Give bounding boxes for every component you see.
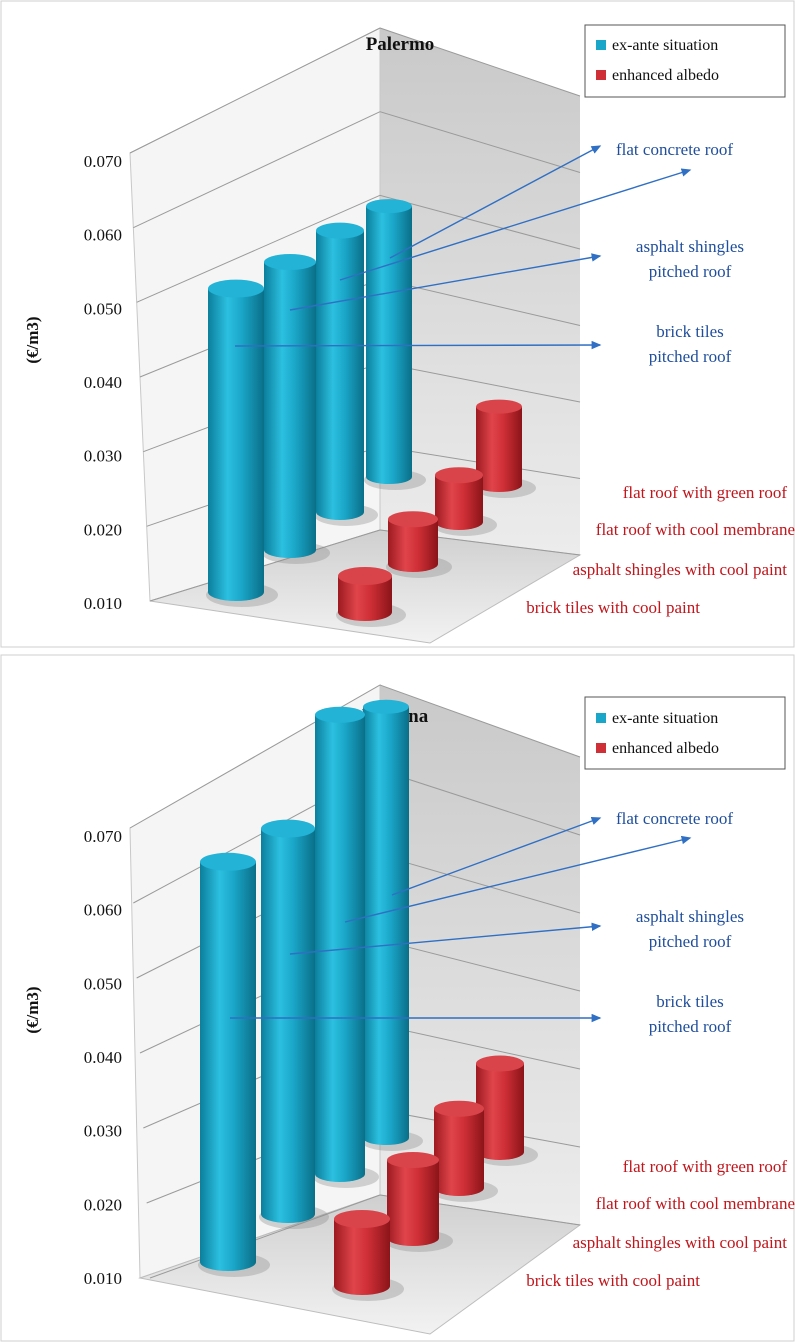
y-ticks: 0.010 0.020 0.030 0.040 0.050 0.060 0.070 bbox=[84, 152, 122, 613]
y-tick-label: 0.040 bbox=[84, 1048, 122, 1067]
chart-panel-messina: (€/m3) 0.0100.0200.0300.0400.0500.0600.0… bbox=[0, 654, 795, 1342]
gridline bbox=[379, 111, 581, 173]
annotation-brick-tiles: brick tiles bbox=[656, 992, 724, 1011]
gridline bbox=[133, 111, 381, 229]
y-tick-label: 0.010 bbox=[84, 594, 122, 613]
bars bbox=[206, 199, 536, 627]
bar-enhanced-albedo bbox=[432, 1100, 498, 1202]
annotation-pitched-roof: pitched roof bbox=[649, 262, 732, 281]
legend-entry-enhanced: enhanced albedo bbox=[612, 740, 719, 757]
bar-ex-ante bbox=[206, 279, 278, 607]
annotation-flat-concrete-roof: flat concrete roof bbox=[616, 809, 733, 828]
legend-box bbox=[584, 696, 786, 770]
chart-panel-palermo: (€/m3) 0.0100.0200.0300.0400.0500.0600.0… bbox=[0, 0, 795, 648]
annotation-asphalt-shingles: asphalt shingles bbox=[636, 237, 744, 256]
bar-ex-ante bbox=[361, 699, 423, 1151]
label-green-roof: flat roof with green roof bbox=[623, 483, 788, 502]
bar-enhanced-albedo bbox=[474, 1055, 538, 1166]
gridline bbox=[379, 194, 581, 250]
annotations-blue: flat concrete roof asphalt shingles pitc… bbox=[230, 809, 744, 1036]
y-tick-label: 0.070 bbox=[84, 152, 122, 171]
y-axis-label: (€/m3) bbox=[23, 986, 42, 1033]
bar-enhanced-albedo bbox=[336, 567, 406, 627]
label-asphalt-cool-paint: asphalt shingles with cool paint bbox=[573, 560, 788, 579]
gridline bbox=[149, 1194, 381, 1279]
annotation-pitched-roof: pitched roof bbox=[649, 347, 732, 366]
annotations-blue: flat concrete roof asphalt shingles pitc… bbox=[234, 140, 744, 366]
bar-enhanced-albedo bbox=[433, 467, 497, 536]
legend-swatch-ex-ante bbox=[596, 40, 606, 50]
back-wall bbox=[380, 685, 580, 1225]
label-green-roof: flat roof with green roof bbox=[623, 1157, 788, 1176]
back-wall bbox=[380, 28, 580, 555]
gridline bbox=[136, 194, 381, 303]
bar-enhanced-albedo bbox=[385, 1152, 453, 1252]
legend: ex-ante situation enhanced albedo bbox=[584, 696, 786, 770]
arrow-line bbox=[234, 340, 602, 350]
gridline bbox=[379, 684, 581, 758]
annotations-red: flat roof with green roof flat roof with… bbox=[526, 483, 795, 617]
arrow-line bbox=[289, 253, 602, 311]
annotations-red: flat roof with green roof flat roof with… bbox=[526, 1157, 795, 1290]
legend-swatch-enhanced bbox=[596, 70, 606, 80]
y-tick-label: 0.020 bbox=[84, 1195, 122, 1214]
gridline bbox=[379, 278, 581, 326]
gridline bbox=[379, 362, 581, 403]
legend-swatch-ex-ante bbox=[596, 713, 606, 723]
y-ticks: 0.010 0.020 0.030 0.040 0.050 0.060 0.070 bbox=[84, 827, 122, 1288]
y-axis-label: (€/m3) bbox=[23, 316, 42, 363]
gridline bbox=[129, 27, 381, 154]
arrow-line bbox=[391, 816, 602, 896]
arrow-line bbox=[389, 145, 602, 259]
bar-ex-ante bbox=[313, 706, 379, 1188]
annotation-pitched-roof: pitched roof bbox=[649, 932, 732, 951]
label-brick-cool-paint: brick tiles with cool paint bbox=[526, 598, 700, 617]
gridline bbox=[379, 769, 581, 836]
y-tick-label: 0.050 bbox=[84, 974, 122, 993]
legend: ex-ante situation enhanced albedo bbox=[584, 24, 786, 98]
legend-entry-ex-ante: ex-ante situation bbox=[612, 37, 718, 54]
label-asphalt-cool-paint: asphalt shingles with cool paint bbox=[573, 1233, 788, 1252]
chart-title: Palermo bbox=[366, 34, 435, 55]
bar-enhanced-albedo bbox=[332, 1210, 404, 1301]
annotation-asphalt-shingles: asphalt shingles bbox=[636, 907, 744, 926]
y-tick-label: 0.070 bbox=[84, 827, 122, 846]
gridline bbox=[149, 529, 381, 602]
gridline bbox=[379, 1024, 581, 1070]
y-tick-label: 0.020 bbox=[84, 520, 122, 539]
y-tick-label: 0.030 bbox=[84, 447, 122, 466]
bar-enhanced-albedo bbox=[386, 511, 452, 578]
arrow-line bbox=[344, 835, 692, 923]
label-cool-membrane: flat roof with cool membrane bbox=[596, 520, 795, 539]
legend-entry-enhanced: enhanced albedo bbox=[612, 67, 719, 84]
gridline bbox=[379, 854, 581, 914]
arrow-line bbox=[339, 168, 692, 281]
legend-box bbox=[584, 24, 786, 98]
bars bbox=[198, 699, 538, 1301]
y-tick-label: 0.060 bbox=[84, 901, 122, 920]
bar-ex-ante bbox=[262, 254, 330, 564]
label-cool-membrane: flat roof with cool membrane bbox=[596, 1194, 795, 1213]
bar-ex-ante bbox=[198, 852, 270, 1277]
bar-ex-ante bbox=[259, 819, 329, 1229]
y-tick-label: 0.050 bbox=[84, 299, 122, 318]
label-brick-cool-paint: brick tiles with cool paint bbox=[526, 1271, 700, 1290]
legend-entry-ex-ante: ex-ante situation bbox=[612, 710, 718, 727]
legend-swatch-enhanced bbox=[596, 743, 606, 753]
y-tick-label: 0.060 bbox=[84, 226, 122, 245]
y-tick-label: 0.040 bbox=[84, 373, 122, 392]
gridline bbox=[379, 27, 581, 97]
annotation-pitched-roof: pitched roof bbox=[649, 1017, 732, 1036]
y-tick-label: 0.010 bbox=[84, 1269, 122, 1288]
gridline bbox=[379, 939, 581, 992]
bar-enhanced-albedo bbox=[474, 399, 536, 498]
y-tick-label: 0.030 bbox=[84, 1122, 122, 1141]
arrow-line bbox=[289, 922, 602, 955]
annotation-brick-tiles: brick tiles bbox=[656, 322, 724, 341]
annotation-flat-concrete-roof: flat concrete roof bbox=[616, 140, 733, 159]
